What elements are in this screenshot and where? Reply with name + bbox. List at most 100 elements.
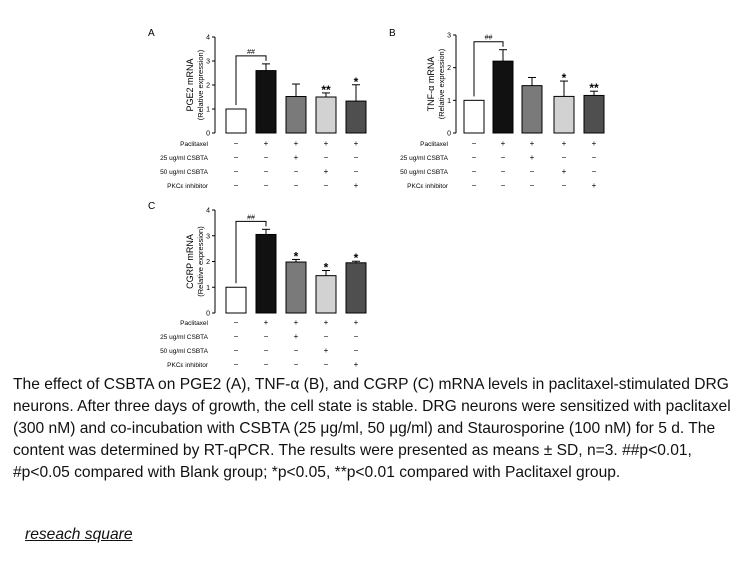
y-tick-label: 3	[206, 233, 210, 240]
y-tick-label: 3	[447, 33, 451, 40]
treatment-row-label: 25 ug/ml CSBTA	[160, 155, 209, 162]
y-tick-label: 4	[206, 208, 210, 215]
y-tick-label: 2	[447, 65, 451, 72]
bracket-label: ##	[247, 214, 255, 221]
treatment-row-label: 50 ug/ml CSBTA	[160, 348, 209, 355]
bar	[345, 100, 367, 134]
y-axis-label: CGRP mRNA	[185, 234, 195, 289]
treatment-sign: −	[354, 153, 359, 162]
significance-marker: **	[321, 83, 331, 97]
treatment-sign: −	[324, 153, 329, 162]
treatment-sign: −	[530, 167, 535, 176]
treatment-row-label: Paclitaxel	[180, 141, 208, 148]
comparison-bracket	[235, 55, 267, 105]
treatment-sign: −	[234, 346, 239, 355]
treatment-sign: −	[472, 153, 477, 162]
treatment-sign: −	[294, 360, 299, 369]
y-tick-label: 3	[206, 59, 210, 66]
treatment-row-label: PKCε inhibitor	[167, 362, 209, 369]
treatment-sign: +	[354, 181, 359, 190]
treatment-sign: −	[234, 139, 239, 148]
treatment-sign: +	[530, 153, 535, 162]
bar	[285, 96, 307, 134]
significance-marker: **	[589, 81, 599, 95]
treatment-sign: −	[324, 332, 329, 341]
treatment-row-label: 25 ug/ml CSBTA	[160, 334, 209, 341]
treatment-sign: −	[234, 318, 239, 327]
bar	[583, 94, 605, 134]
bar	[255, 70, 277, 134]
treatment-row-label: 50 ug/ml CSBTA	[400, 169, 449, 176]
treatment-sign: −	[501, 153, 506, 162]
treatment-sign: +	[294, 139, 299, 148]
bar	[492, 60, 514, 134]
treatment-sign: +	[562, 139, 567, 148]
y-tick-label: 4	[206, 35, 210, 42]
bar	[345, 262, 367, 314]
treatment-sign: +	[324, 346, 329, 355]
treatment-sign: −	[472, 139, 477, 148]
treatment-sign: +	[592, 181, 597, 190]
y-axis-sublabel: (Relative expression)	[437, 48, 446, 119]
bar	[315, 96, 337, 134]
treatment-sign: −	[294, 181, 299, 190]
treatment-sign: +	[562, 167, 567, 176]
significance-marker: *	[562, 71, 567, 85]
treatment-sign: −	[264, 360, 269, 369]
y-tick-label: 1	[206, 285, 210, 292]
bar	[285, 261, 307, 314]
treatment-sign: −	[294, 346, 299, 355]
treatment-sign: −	[324, 360, 329, 369]
treatment-sign: +	[354, 360, 359, 369]
y-tick-label: 1	[206, 107, 210, 114]
treatment-sign: −	[234, 167, 239, 176]
treatment-sign: −	[592, 153, 597, 162]
y-axis-sublabel: (Relative expression)	[196, 226, 205, 297]
figure-caption: The effect of CSBTA on PGE2 (A), TNF-α (…	[13, 376, 731, 481]
treatment-sign: −	[562, 153, 567, 162]
treatment-sign: −	[264, 153, 269, 162]
treatment-sign: −	[354, 167, 359, 176]
treatment-sign: −	[264, 167, 269, 176]
treatment-row-label: 25 ug/ml CSBTA	[400, 155, 449, 162]
y-tick-label: 1	[447, 98, 451, 105]
bar	[463, 99, 485, 134]
y-axis-sublabel: (Relative expression)	[196, 49, 205, 120]
treatment-sign: +	[294, 332, 299, 341]
bracket-label: ##	[485, 35, 493, 42]
treatment-sign: −	[472, 167, 477, 176]
treatment-sign: −	[264, 332, 269, 341]
treatment-sign: −	[562, 181, 567, 190]
significance-marker: *	[354, 75, 359, 89]
treatment-sign: +	[264, 139, 269, 148]
treatment-sign: −	[264, 181, 269, 190]
panel-letter: B	[389, 28, 396, 39]
panel-letter: C	[148, 201, 155, 212]
comparison-bracket	[473, 41, 504, 97]
treatment-sign: −	[234, 181, 239, 190]
y-tick-label: 2	[206, 83, 210, 90]
treatment-sign: −	[354, 346, 359, 355]
treatment-sign: +	[294, 153, 299, 162]
panel-letter: A	[148, 28, 155, 39]
comparison-bracket	[235, 220, 267, 284]
bar	[225, 108, 247, 134]
y-tick-label: 2	[206, 259, 210, 266]
treatment-row-label: PKCε inhibitor	[167, 183, 209, 190]
y-tick-label: 0	[206, 311, 210, 318]
bar	[521, 85, 543, 134]
treatment-sign: +	[324, 139, 329, 148]
treatment-sign: −	[324, 181, 329, 190]
significance-marker: *	[324, 261, 329, 275]
treatment-row-label: PKCε inhibitor	[407, 183, 449, 190]
source-link[interactable]: reseach square	[25, 526, 133, 543]
treatment-sign: +	[354, 139, 359, 148]
significance-marker: *	[354, 251, 359, 265]
y-tick-label: 0	[206, 131, 210, 138]
bar	[315, 275, 337, 314]
treatment-sign: +	[264, 318, 269, 327]
treatment-sign: +	[324, 318, 329, 327]
treatment-sign: −	[530, 181, 535, 190]
treatment-sign: −	[354, 332, 359, 341]
